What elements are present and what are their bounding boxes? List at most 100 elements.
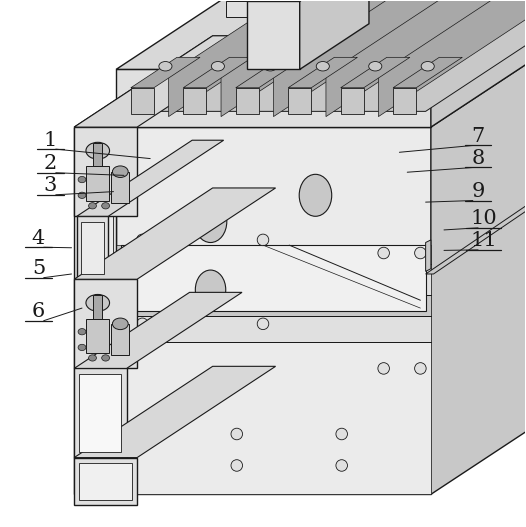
Polygon shape [236,57,305,88]
Ellipse shape [86,142,109,159]
Polygon shape [93,295,103,319]
Ellipse shape [102,355,109,361]
Polygon shape [221,0,475,116]
Text: 8: 8 [471,149,485,168]
Polygon shape [116,245,431,264]
Polygon shape [116,295,431,316]
Polygon shape [288,57,358,88]
Polygon shape [77,138,114,484]
Polygon shape [341,88,363,114]
Polygon shape [274,0,526,116]
Polygon shape [116,0,526,70]
Polygon shape [74,457,137,505]
Ellipse shape [231,460,242,471]
Polygon shape [111,324,129,355]
Ellipse shape [264,62,277,71]
Polygon shape [426,101,526,274]
Polygon shape [77,216,108,279]
Ellipse shape [195,270,226,309]
Ellipse shape [316,62,329,71]
Polygon shape [393,88,416,114]
Ellipse shape [137,318,148,329]
Polygon shape [74,368,127,457]
Polygon shape [431,0,526,494]
Text: 3: 3 [44,177,57,196]
Polygon shape [116,316,431,342]
Polygon shape [168,0,422,116]
Text: 7: 7 [471,127,485,146]
Ellipse shape [194,201,227,242]
Polygon shape [393,57,462,88]
Polygon shape [341,57,410,88]
Ellipse shape [78,177,86,183]
Ellipse shape [421,62,434,71]
Ellipse shape [414,247,426,259]
Polygon shape [93,143,103,167]
Polygon shape [236,88,259,114]
Ellipse shape [299,174,332,216]
Polygon shape [79,374,122,452]
Ellipse shape [78,344,86,350]
Polygon shape [122,245,426,311]
Polygon shape [183,88,206,114]
Ellipse shape [414,363,426,374]
Ellipse shape [378,363,389,374]
Polygon shape [431,0,526,127]
Polygon shape [79,463,132,500]
Ellipse shape [78,328,86,335]
Polygon shape [116,0,526,127]
Ellipse shape [369,62,382,71]
Polygon shape [74,188,276,279]
Text: 6: 6 [32,302,45,321]
Ellipse shape [211,62,225,71]
Text: 10: 10 [470,209,497,228]
Polygon shape [247,0,369,1]
Ellipse shape [336,460,348,471]
Text: 9: 9 [471,182,485,201]
Ellipse shape [137,234,148,246]
Polygon shape [74,127,137,216]
Polygon shape [183,57,252,88]
Polygon shape [131,57,200,88]
Polygon shape [116,342,431,494]
Polygon shape [131,88,154,114]
Ellipse shape [231,428,242,440]
Ellipse shape [113,318,128,329]
Ellipse shape [86,295,109,311]
Polygon shape [426,240,431,271]
Text: 1: 1 [44,131,57,150]
Ellipse shape [378,247,389,259]
Polygon shape [226,1,247,17]
Ellipse shape [78,192,86,199]
Ellipse shape [336,428,348,440]
Polygon shape [111,172,129,203]
Ellipse shape [159,62,172,71]
Polygon shape [288,88,311,114]
Polygon shape [74,36,276,127]
Polygon shape [122,0,526,111]
Polygon shape [81,221,104,274]
Polygon shape [378,0,526,116]
Polygon shape [300,0,369,70]
Polygon shape [116,127,431,494]
Polygon shape [74,36,255,127]
Ellipse shape [88,203,96,209]
Polygon shape [116,70,431,127]
Ellipse shape [257,318,269,329]
Ellipse shape [102,203,109,209]
Text: 5: 5 [32,259,45,278]
Polygon shape [74,127,116,494]
Ellipse shape [88,355,96,361]
Text: 11: 11 [470,231,497,250]
Polygon shape [326,0,526,116]
Polygon shape [74,279,137,368]
Polygon shape [77,140,224,216]
Ellipse shape [257,234,269,246]
Polygon shape [74,292,242,368]
Polygon shape [247,1,300,70]
Polygon shape [86,319,109,353]
Text: 2: 2 [44,154,57,173]
Ellipse shape [113,166,128,178]
Polygon shape [116,264,431,295]
Polygon shape [86,167,109,201]
